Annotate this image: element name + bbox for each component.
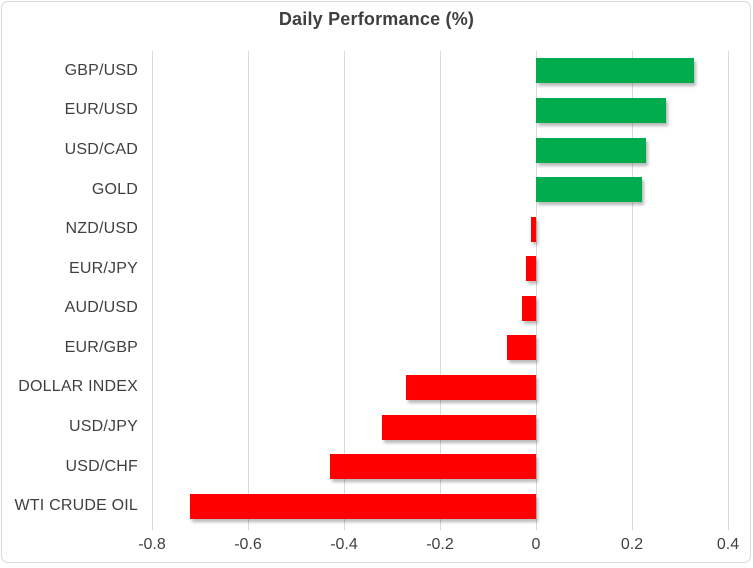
category-label-usd-cad: USD/CAD [64, 140, 138, 158]
x-tick-label: -0.8 [138, 536, 166, 553]
gridline [248, 51, 249, 530]
bar-usd-chf [329, 454, 536, 480]
bar-eur-jpy [526, 256, 536, 282]
x-tick-label: -0.6 [234, 536, 262, 553]
bar-usd-cad [536, 137, 647, 163]
bar-nzd-usd [531, 216, 536, 242]
category-label-eur-gbp: EUR/GBP [64, 338, 138, 356]
bar-eur-usd [536, 97, 666, 123]
category-label-wti-crude-oil: WTI CRUDE OIL [14, 497, 138, 515]
bar-aud-usd [521, 295, 536, 321]
zero-axis-line [536, 51, 537, 530]
bar-dollar-index [406, 375, 536, 400]
gridline [152, 51, 153, 530]
bar-eur-gbp [507, 335, 536, 361]
x-tick-label: 0.4 [716, 536, 740, 553]
gridline [632, 51, 633, 530]
category-label-usd-chf: USD/CHF [65, 457, 138, 475]
category-label-gold: GOLD [91, 180, 138, 198]
x-tick-label: 0.2 [620, 536, 644, 553]
category-label-gbp-usd: GBP/USD [64, 61, 138, 79]
gridline [728, 51, 729, 530]
category-label-nzd-usd: NZD/USD [65, 220, 138, 238]
bar-gold [536, 177, 642, 202]
chart-title: Daily Performance (%) [278, 9, 475, 29]
category-label-eur-jpy: EUR/JPY [69, 259, 138, 277]
category-label-eur-usd: EUR/USD [64, 101, 138, 119]
x-tick-label: 0 [531, 536, 541, 553]
x-tick-label: -0.2 [426, 536, 454, 553]
bar-usd-jpy [382, 414, 536, 440]
bar-wti-crude-oil [190, 493, 536, 519]
bar-gbp-usd [536, 58, 695, 84]
gridline [440, 51, 441, 530]
category-label-aud-usd: AUD/USD [64, 299, 138, 317]
gridline [344, 51, 345, 530]
category-label-usd-jpy: USD/JPY [69, 418, 138, 436]
x-tick-label: -0.4 [330, 536, 358, 553]
category-label-dollar-index: DOLLAR INDEX [18, 378, 138, 396]
